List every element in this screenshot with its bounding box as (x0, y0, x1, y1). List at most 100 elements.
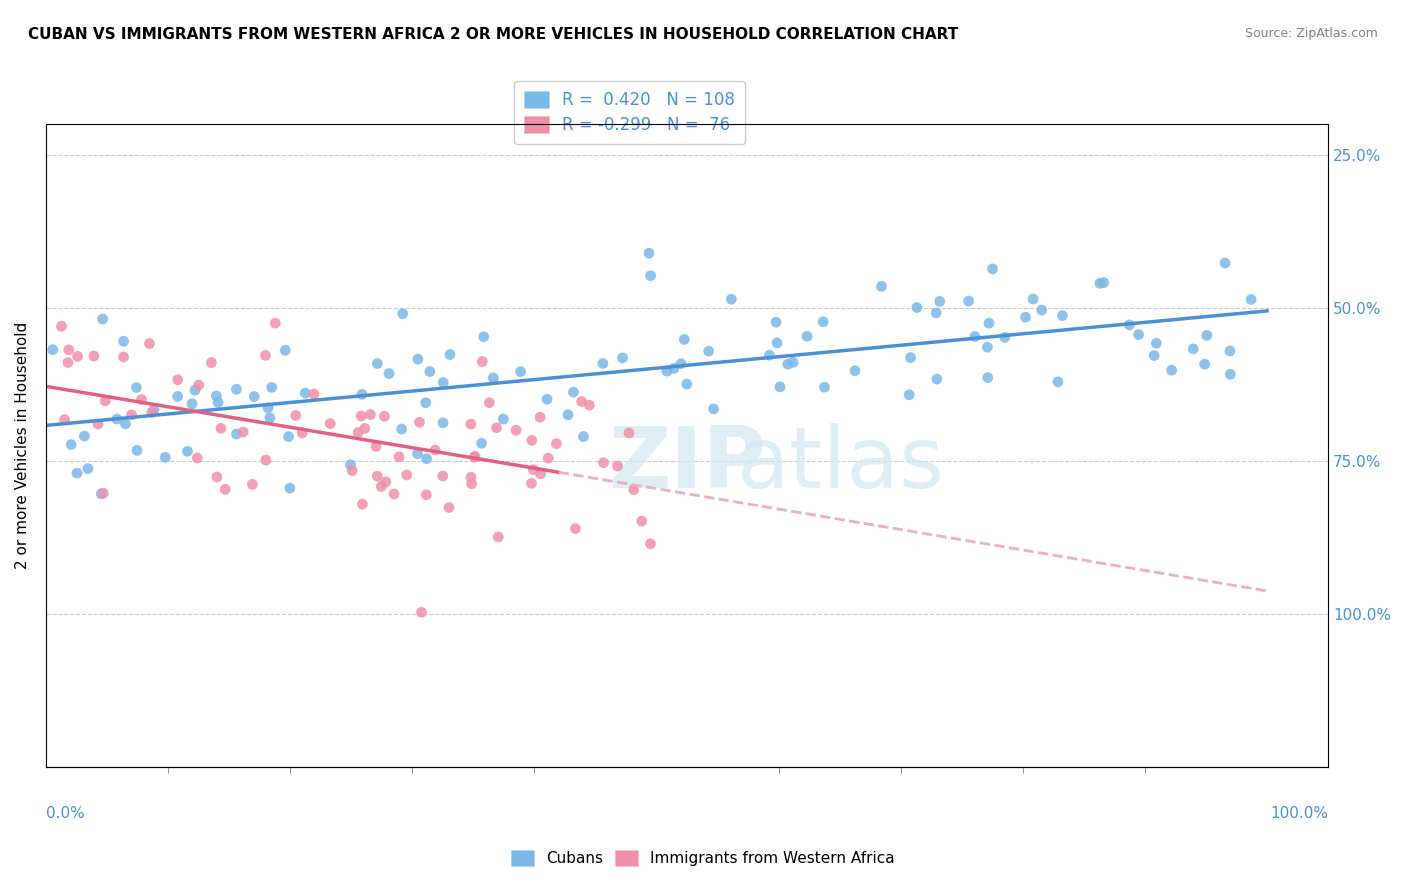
Point (53, 412, 76, 426)
Point (612, 351, 634, 365)
Point (439, 347, 461, 361)
Point (1160, 363, 1182, 377)
Point (66, 350, 89, 364)
Point (254, 348, 277, 362)
Point (209, 421, 232, 435)
Point (278, 481, 301, 495)
Point (1213, 256, 1236, 270)
Point (464, 450, 486, 465)
Point (571, 394, 593, 409)
Point (776, 357, 799, 371)
Point (141, 405, 163, 419)
Point (870, 279, 893, 293)
Point (131, 392, 153, 407)
Point (406, 352, 429, 367)
Point (509, 365, 531, 379)
Point (1219, 343, 1241, 358)
Point (606, 459, 628, 474)
Point (58, 343, 80, 357)
Point (977, 370, 1000, 384)
Point (796, 329, 818, 343)
Point (187, 378, 209, 392)
Point (592, 356, 614, 370)
Point (522, 462, 544, 476)
Point (592, 456, 614, 470)
Point (425, 443, 447, 458)
Point (205, 470, 228, 484)
Point (1031, 303, 1053, 318)
Point (482, 371, 505, 385)
Point (284, 409, 307, 423)
Point (166, 373, 188, 387)
Point (432, 376, 454, 390)
Point (350, 409, 373, 423)
Point (844, 364, 866, 378)
Point (460, 417, 482, 431)
Text: 100.0%: 100.0% (1270, 805, 1329, 821)
Point (981, 261, 1004, 276)
Point (617, 426, 640, 441)
Point (353, 421, 375, 435)
Point (623, 483, 645, 497)
Point (105, 412, 128, 426)
Point (225, 426, 247, 441)
Point (87, 417, 110, 431)
Point (662, 361, 685, 376)
Point (766, 335, 789, 350)
Point (703, 401, 725, 416)
Point (391, 422, 413, 436)
Point (813, 380, 835, 394)
Point (240, 477, 263, 491)
Point (382, 487, 405, 501)
Point (415, 396, 437, 410)
Text: CUBAN VS IMMIGRANTS FROM WESTERN AFRICA 2 OR MORE VEHICLES IN HOUSEHOLD CORRELAT: CUBAN VS IMMIGRANTS FROM WESTERN AFRICA … (28, 27, 959, 42)
Point (492, 412, 515, 426)
Point (207, 395, 229, 409)
Point (432, 416, 454, 430)
Point (1052, 309, 1074, 323)
Point (66, 466, 89, 480)
Legend: Cubans, Immigrants from Western Africa: Cubans, Immigrants from Western Africa (502, 841, 904, 875)
Point (41, 343, 63, 357)
Point (977, 316, 1000, 330)
Point (520, 476, 543, 491)
Point (114, 417, 136, 431)
Point (93, 486, 115, 500)
Point (994, 330, 1017, 344)
Point (640, 268, 662, 283)
Point (720, 292, 742, 306)
Point (73, 429, 96, 443)
Point (1144, 336, 1167, 351)
Point (366, 357, 388, 371)
Point (655, 364, 678, 378)
Point (254, 453, 277, 467)
Point (408, 415, 430, 429)
Point (564, 522, 586, 536)
Text: ZIP: ZIP (609, 424, 766, 507)
Point (697, 344, 720, 359)
Point (260, 380, 283, 394)
Point (391, 307, 413, 321)
Y-axis label: 2 or more Vehicles in Household: 2 or more Vehicles in Household (15, 322, 30, 569)
Point (675, 377, 697, 392)
Point (205, 389, 228, 403)
Point (302, 387, 325, 401)
Point (758, 348, 780, 362)
Point (352, 497, 374, 511)
Point (505, 423, 527, 437)
Point (60, 437, 83, 451)
Point (347, 425, 370, 440)
Legend: R =  0.420   N = 108, R = -0.299   N =  76: R = 0.420 N = 108, R = -0.299 N = 76 (513, 81, 745, 144)
Point (529, 467, 551, 481)
Point (264, 316, 287, 330)
Point (166, 389, 188, 403)
Point (200, 356, 222, 370)
Point (638, 246, 661, 260)
Point (485, 421, 508, 435)
Point (294, 386, 316, 401)
Point (373, 409, 395, 424)
Point (437, 500, 460, 515)
Point (1219, 368, 1241, 382)
Point (125, 443, 148, 458)
Point (1118, 318, 1140, 332)
